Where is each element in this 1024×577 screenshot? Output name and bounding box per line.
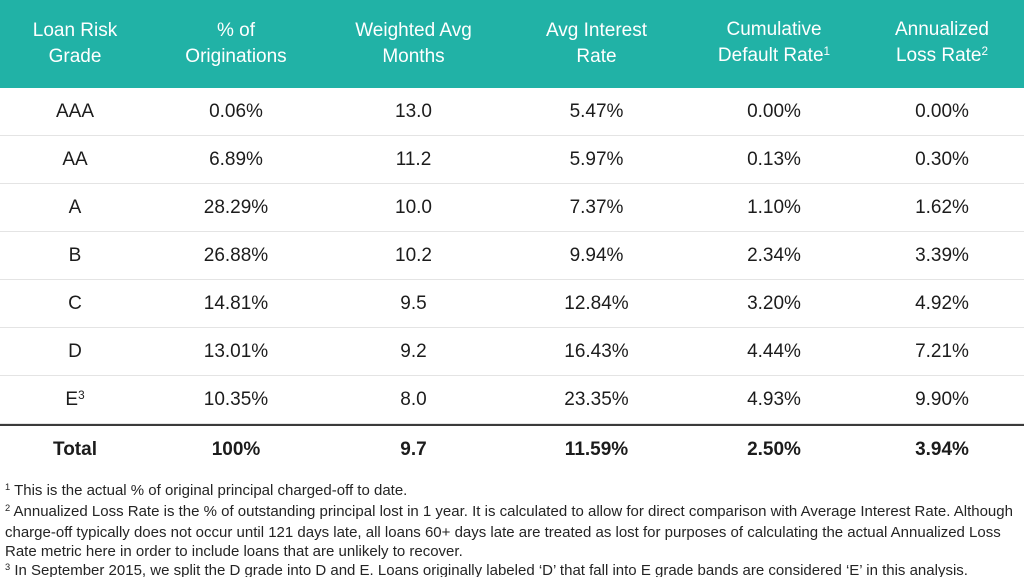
table-row: A 28.29% 10.0 7.37% 1.10% 1.62% (0, 184, 1024, 232)
footnotes: 1 This is the actual % of original princ… (0, 474, 1024, 577)
grade-cell: B (68, 244, 82, 266)
value-cell: 7.21% (915, 340, 969, 362)
table-row: D 13.01% 9.2 16.43% 4.44% 7.21% (0, 328, 1024, 376)
value-cell: 9.7 (400, 439, 427, 460)
value-cell: 1.62% (915, 196, 969, 218)
value-cell: 0.00% (915, 100, 969, 122)
table-row: E3 10.35% 8.0 23.35% 4.93% 9.90% (0, 376, 1024, 424)
value-cell: 3.94% (915, 439, 969, 460)
total-row: Total 100% 9.7 11.59% 2.50% 3.94% (0, 424, 1024, 474)
column-header-1: % of Originations (185, 20, 287, 67)
column-header-4: Cumulative Default Rate1 (717, 19, 831, 66)
column-header-2: Weighted Avg Months (355, 20, 472, 67)
value-cell: 8.0 (400, 388, 427, 410)
table-row: AAA 0.06% 13.0 5.47% 0.00% 0.00% (0, 88, 1024, 136)
value-cell: 4.93% (747, 388, 801, 410)
value-cell: 9.94% (569, 244, 624, 266)
value-cell: 7.37% (569, 196, 624, 218)
value-cell: 2.34% (747, 244, 801, 266)
table-header: Loan Risk Grade % of Originations Weighted A… (0, 0, 1024, 88)
value-cell: 10.0 (395, 196, 432, 218)
value-cell: 10.35% (203, 388, 269, 410)
value-cell: 9.90% (915, 388, 969, 410)
value-cell: 4.44% (747, 340, 801, 362)
footnote-3: 3 In September 2015, we split the D grad… (5, 562, 968, 577)
value-cell: 6.89% (209, 148, 263, 170)
value-cell: 100% (211, 439, 261, 460)
grade-cell: AA (62, 148, 88, 170)
value-cell: 2.50% (747, 439, 801, 460)
value-cell: 9.2 (400, 340, 427, 362)
value-cell: 16.43% (564, 340, 629, 362)
total-label: Total (53, 439, 97, 460)
table-row: AA 6.89% 11.2 5.97% 0.13% 0.30% (0, 136, 1024, 184)
value-cell: 28.29% (203, 196, 269, 218)
value-cell: 23.35% (564, 388, 629, 410)
table-body: AAA 0.06% 13.0 5.47% 0.00% 0.00% AA 6.89% 11.2 5.… (0, 88, 1024, 474)
table-row: B 26.88% 10.2 9.94% 2.34% 3.39% (0, 232, 1024, 280)
value-cell: 4.92% (915, 292, 969, 314)
value-cell: 5.47% (569, 100, 624, 122)
value-cell: 0.00% (747, 100, 801, 122)
value-cell: 9.5 (400, 292, 427, 314)
grade-cell: E3 (65, 388, 85, 410)
value-cell: 0.30% (915, 148, 969, 170)
footnote-2: 2 Annualized Loss Rate is the % of outst… (5, 503, 1013, 560)
grade-cell: AAA (55, 100, 95, 122)
grade-cell: C (68, 292, 82, 314)
grade-cell: D (68, 340, 82, 362)
column-header-3: Avg Interest Rate (545, 20, 648, 67)
value-cell: 11.59% (564, 439, 629, 460)
value-cell: 3.20% (747, 292, 801, 314)
table-row: C 14.81% 9.5 12.84% 3.20% 4.92% (0, 280, 1024, 328)
value-cell: 13.01% (203, 340, 269, 362)
value-cell: 12.84% (564, 292, 629, 314)
value-cell: 10.2 (395, 244, 432, 266)
value-cell: 14.81% (203, 292, 269, 314)
column-header-0: Loan Risk Grade (32, 20, 118, 67)
grade-cell: A (68, 196, 82, 218)
value-cell: 11.2 (395, 148, 432, 170)
value-cell: 3.39% (915, 244, 969, 266)
value-cell: 0.06% (209, 100, 263, 122)
value-cell: 1.10% (747, 196, 801, 218)
value-cell: 5.97% (569, 148, 624, 170)
column-header-5: Annualized Loss Rate2 (894, 19, 990, 66)
value-cell: 0.13% (747, 148, 801, 170)
value-cell: 13.0 (395, 100, 432, 122)
value-cell: 26.88% (203, 244, 269, 266)
footnote-1: 1 This is the actual % of original princ… (5, 482, 408, 499)
